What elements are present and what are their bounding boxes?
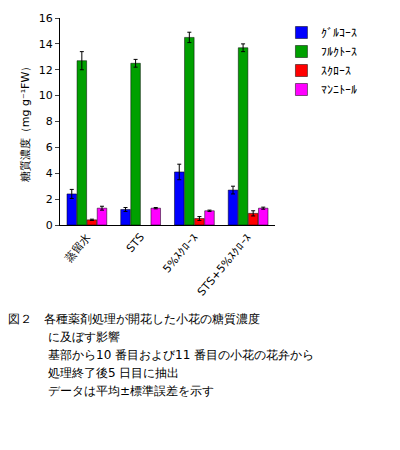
svg-text:糖質濃度（mg g⁻¹FW）: 糖質濃度（mg g⁻¹FW）: [19, 61, 32, 183]
svg-text:蒸留水: 蒸留水: [62, 231, 93, 265]
svg-text:8: 8: [46, 115, 53, 128]
svg-text:4: 4: [46, 167, 53, 180]
svg-text:STS+5%ｽｸﾛｰｽ: STS+5%ｽｸﾛｰｽ: [195, 231, 255, 299]
svg-text:2: 2: [46, 193, 53, 206]
svg-text:14: 14: [39, 38, 53, 51]
svg-text:12: 12: [39, 64, 53, 77]
svg-text:6: 6: [46, 141, 53, 154]
svg-text:ﾏﾝﾆﾄｰﾙ: ﾏﾝﾆﾄｰﾙ: [321, 83, 357, 97]
svg-text:ｽｸﾛｰｽ: ｽｸﾛｰｽ: [321, 64, 351, 78]
svg-text:0: 0: [46, 219, 53, 232]
html-text:基部から10 番目および11 番目の小花の花弁から: 基部から10 番目および11 番目の小花の花弁から: [48, 348, 315, 362]
svg-text:5%ｽｸﾛｰｽ: 5%ｽｸﾛｰｽ: [160, 231, 200, 276]
svg-text:10: 10: [39, 89, 53, 102]
html-text:図２ 各種薬剤処理が開花した小花の糖質濃度: 図２ 各種薬剤処理が開花した小花の糖質濃度: [8, 312, 260, 326]
svg-text:ｸﾞﾙｺｰｽ: ｸﾞﾙｺｰｽ: [321, 26, 357, 40]
svg-text:STS: STS: [124, 231, 147, 255]
html-text:に及ぼす影響: に及ぼす影響: [48, 330, 120, 344]
html-text:処理終了後5 日目に抽出: 処理終了後5 日目に抽出: [48, 366, 180, 380]
svg-text:16: 16: [39, 12, 53, 25]
html-text:データは平均±標準誤差を示す: データは平均±標準誤差を示す: [48, 384, 215, 398]
svg-text:ﾌﾙｸﾄｰｽ: ﾌﾙｸﾄｰｽ: [321, 45, 357, 59]
